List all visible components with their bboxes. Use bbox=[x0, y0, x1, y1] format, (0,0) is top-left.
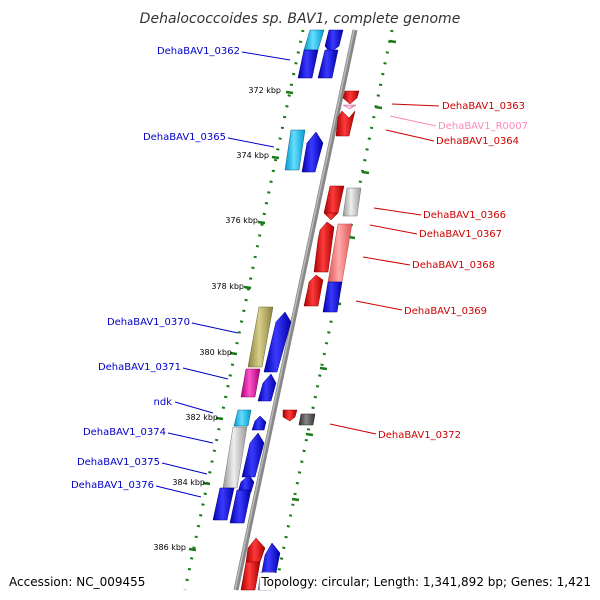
topology-text: Topology: circular; Length: 1,341,892 bp… bbox=[260, 575, 591, 589]
kbp-tick-marks bbox=[188, 90, 294, 552]
gene-deha-0370[interactable] bbox=[247, 306, 292, 373]
left-track-boundary bbox=[183, 29, 305, 591]
gene-label-left[interactable]: DehaBAV1_0376 bbox=[71, 480, 154, 491]
gene-label-right[interactable]: DehaBAV1_0366 bbox=[423, 210, 506, 221]
gene-deha-0372[interactable] bbox=[282, 409, 316, 426]
gene-label-right[interactable]: DehaBAV1_0372 bbox=[378, 430, 461, 441]
gene-deha-0365[interactable] bbox=[284, 129, 324, 173]
kbp-label: 378 kbp bbox=[211, 282, 244, 291]
gene-label-right[interactable]: DehaBAV1_R0007 bbox=[438, 121, 528, 132]
footer-topology-bg bbox=[260, 573, 594, 590]
footer-accession-bg bbox=[6, 573, 146, 590]
kbp-label: 376 kbp bbox=[225, 216, 258, 225]
gene-deha-0363[interactable] bbox=[342, 90, 360, 105]
gene-label-right[interactable]: DehaBAV1_0369 bbox=[404, 306, 487, 317]
gene-deha-r0007[interactable] bbox=[342, 104, 357, 110]
map-title: Dehalococcoides sp. BAV1, complete genom… bbox=[140, 11, 461, 27]
gene-deha-0367[interactable] bbox=[313, 212, 339, 273]
gene-deha-0376[interactable] bbox=[212, 487, 252, 524]
gene-deha-0366[interactable] bbox=[323, 185, 362, 217]
gene-label-left[interactable]: DehaBAV1_0375 bbox=[77, 457, 160, 468]
kbp-label: 380 kbp bbox=[199, 348, 232, 357]
gene-deha-0369[interactable] bbox=[303, 274, 343, 313]
gene-label-left[interactable]: DehaBAV1_0370 bbox=[107, 317, 190, 328]
gene-label-left[interactable]: DehaBAV1_0365 bbox=[143, 132, 226, 143]
accession-text: Accession: NC_009455 bbox=[9, 575, 145, 589]
kbp-label: 384 kbp bbox=[172, 478, 205, 487]
kbp-label: 386 kbp bbox=[153, 543, 186, 552]
gene-label-right[interactable]: DehaBAV1_0364 bbox=[436, 136, 519, 147]
gene-deha-0362[interactable] bbox=[297, 29, 344, 79]
gene-label-right[interactable]: DehaBAV1_0368 bbox=[412, 260, 495, 271]
kbp-label: 372 kbp bbox=[248, 86, 281, 95]
gene-deha-0375[interactable] bbox=[237, 474, 255, 493]
gene-deha-0374[interactable] bbox=[222, 426, 265, 489]
genome-axis-highlight bbox=[234, 29, 355, 591]
kbp-label: 382 kbp bbox=[185, 413, 218, 422]
gene-deha-0371[interactable] bbox=[240, 368, 277, 402]
genome-axis bbox=[233, 29, 358, 591]
left-callout-lines bbox=[155, 51, 291, 498]
gene-label-left[interactable]: DehaBAV1_0362 bbox=[157, 46, 240, 57]
gene-label-left[interactable]: DehaBAV1_0374 bbox=[83, 427, 166, 438]
gene-label-left[interactable]: DehaBAV1_0371 bbox=[98, 362, 181, 373]
gene-ndk[interactable] bbox=[233, 409, 267, 431]
gene-label-right[interactable]: DehaBAV1_0367 bbox=[419, 229, 502, 240]
gene-deha-0364[interactable] bbox=[335, 110, 356, 137]
kbp-label: 374 kbp bbox=[236, 151, 269, 160]
gene-label-left[interactable]: ndk bbox=[154, 397, 173, 408]
gene-label-right[interactable]: DehaBAV1_0363 bbox=[442, 101, 525, 112]
right-callout-lines bbox=[329, 103, 440, 435]
